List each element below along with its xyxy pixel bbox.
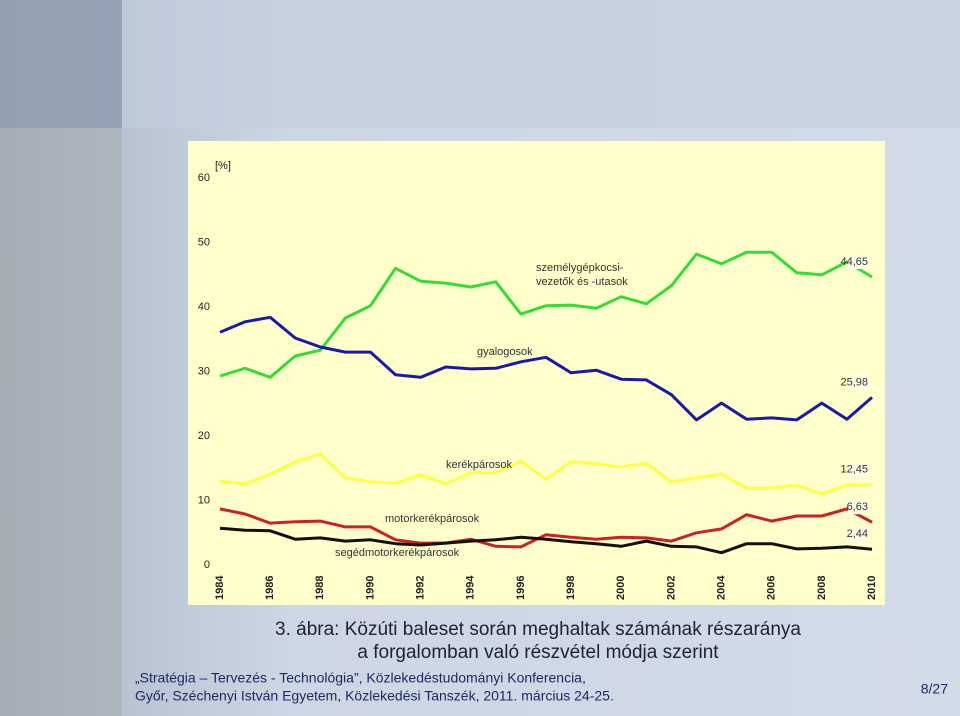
page-number: 8/27 (921, 681, 948, 697)
x-tick-label: 1994 (465, 575, 477, 600)
series-line (219, 250, 873, 379)
series-line (219, 315, 873, 422)
value-label: 6,63 (847, 501, 868, 513)
value-label: 25,98 (840, 376, 868, 388)
x-tick-label: 2008 (816, 576, 828, 600)
series-line (219, 507, 873, 549)
photo-corner (0, 0, 122, 128)
series-name: kerékpárosok (446, 459, 513, 471)
x-tick-label: 1992 (415, 576, 427, 600)
x-tick-label: 1984 (214, 575, 226, 600)
x-tick-label: 1990 (364, 576, 376, 600)
y-tick-label: 20 (198, 430, 210, 442)
y-tick-label: 10 (198, 494, 210, 506)
x-tick-label: 2004 (715, 575, 727, 600)
value-label: 2,44 (847, 528, 868, 540)
value-label-box (848, 255, 870, 270)
x-tick-label: 2002 (665, 576, 677, 600)
caption-line: 3. ábra: Közúti baleset során meghaltak … (275, 619, 801, 640)
value-label: 12,45 (840, 464, 868, 476)
y-tick-label: 60 (198, 172, 210, 184)
x-tick-label: 2000 (615, 576, 627, 600)
series-name: motorkerékpárosok (385, 513, 480, 525)
footer-line: „Stratégia – Tervezés - Technológia”, Kö… (135, 670, 586, 686)
x-tick-label: 1988 (314, 576, 326, 600)
x-tick-label: 1998 (565, 576, 577, 600)
value-label: 44,65 (840, 256, 868, 268)
y-tick-label: 30 (198, 365, 210, 377)
chart-area (188, 141, 885, 605)
series-line (219, 452, 873, 496)
series-name: gyalogosok (477, 346, 533, 358)
header-band (0, 0, 960, 128)
x-tick-label: 2006 (766, 576, 778, 600)
y-tick-label: 50 (198, 236, 210, 248)
x-tick-label: 1996 (515, 576, 527, 600)
caption-line: a forgalomban való részvétel módja szeri… (357, 642, 719, 663)
value-label-box (848, 527, 870, 542)
series-name: személygépkocsi-vezetők és -utasok (536, 262, 628, 288)
value-label-box (848, 500, 870, 515)
footer-line: Győr, Széchenyi István Egyetem, Közleked… (135, 688, 614, 704)
value-label-box (848, 462, 870, 477)
x-tick-label: 2010 (866, 576, 878, 600)
series-name: segédmotorkerékpárosok (335, 547, 460, 559)
x-tick-label: 1986 (264, 576, 276, 600)
series-line (219, 526, 873, 555)
y-axis-label: [%] (215, 160, 231, 172)
value-label-box (848, 375, 870, 390)
y-tick-label: 0 (204, 559, 210, 571)
y-tick-label: 40 (198, 301, 210, 313)
